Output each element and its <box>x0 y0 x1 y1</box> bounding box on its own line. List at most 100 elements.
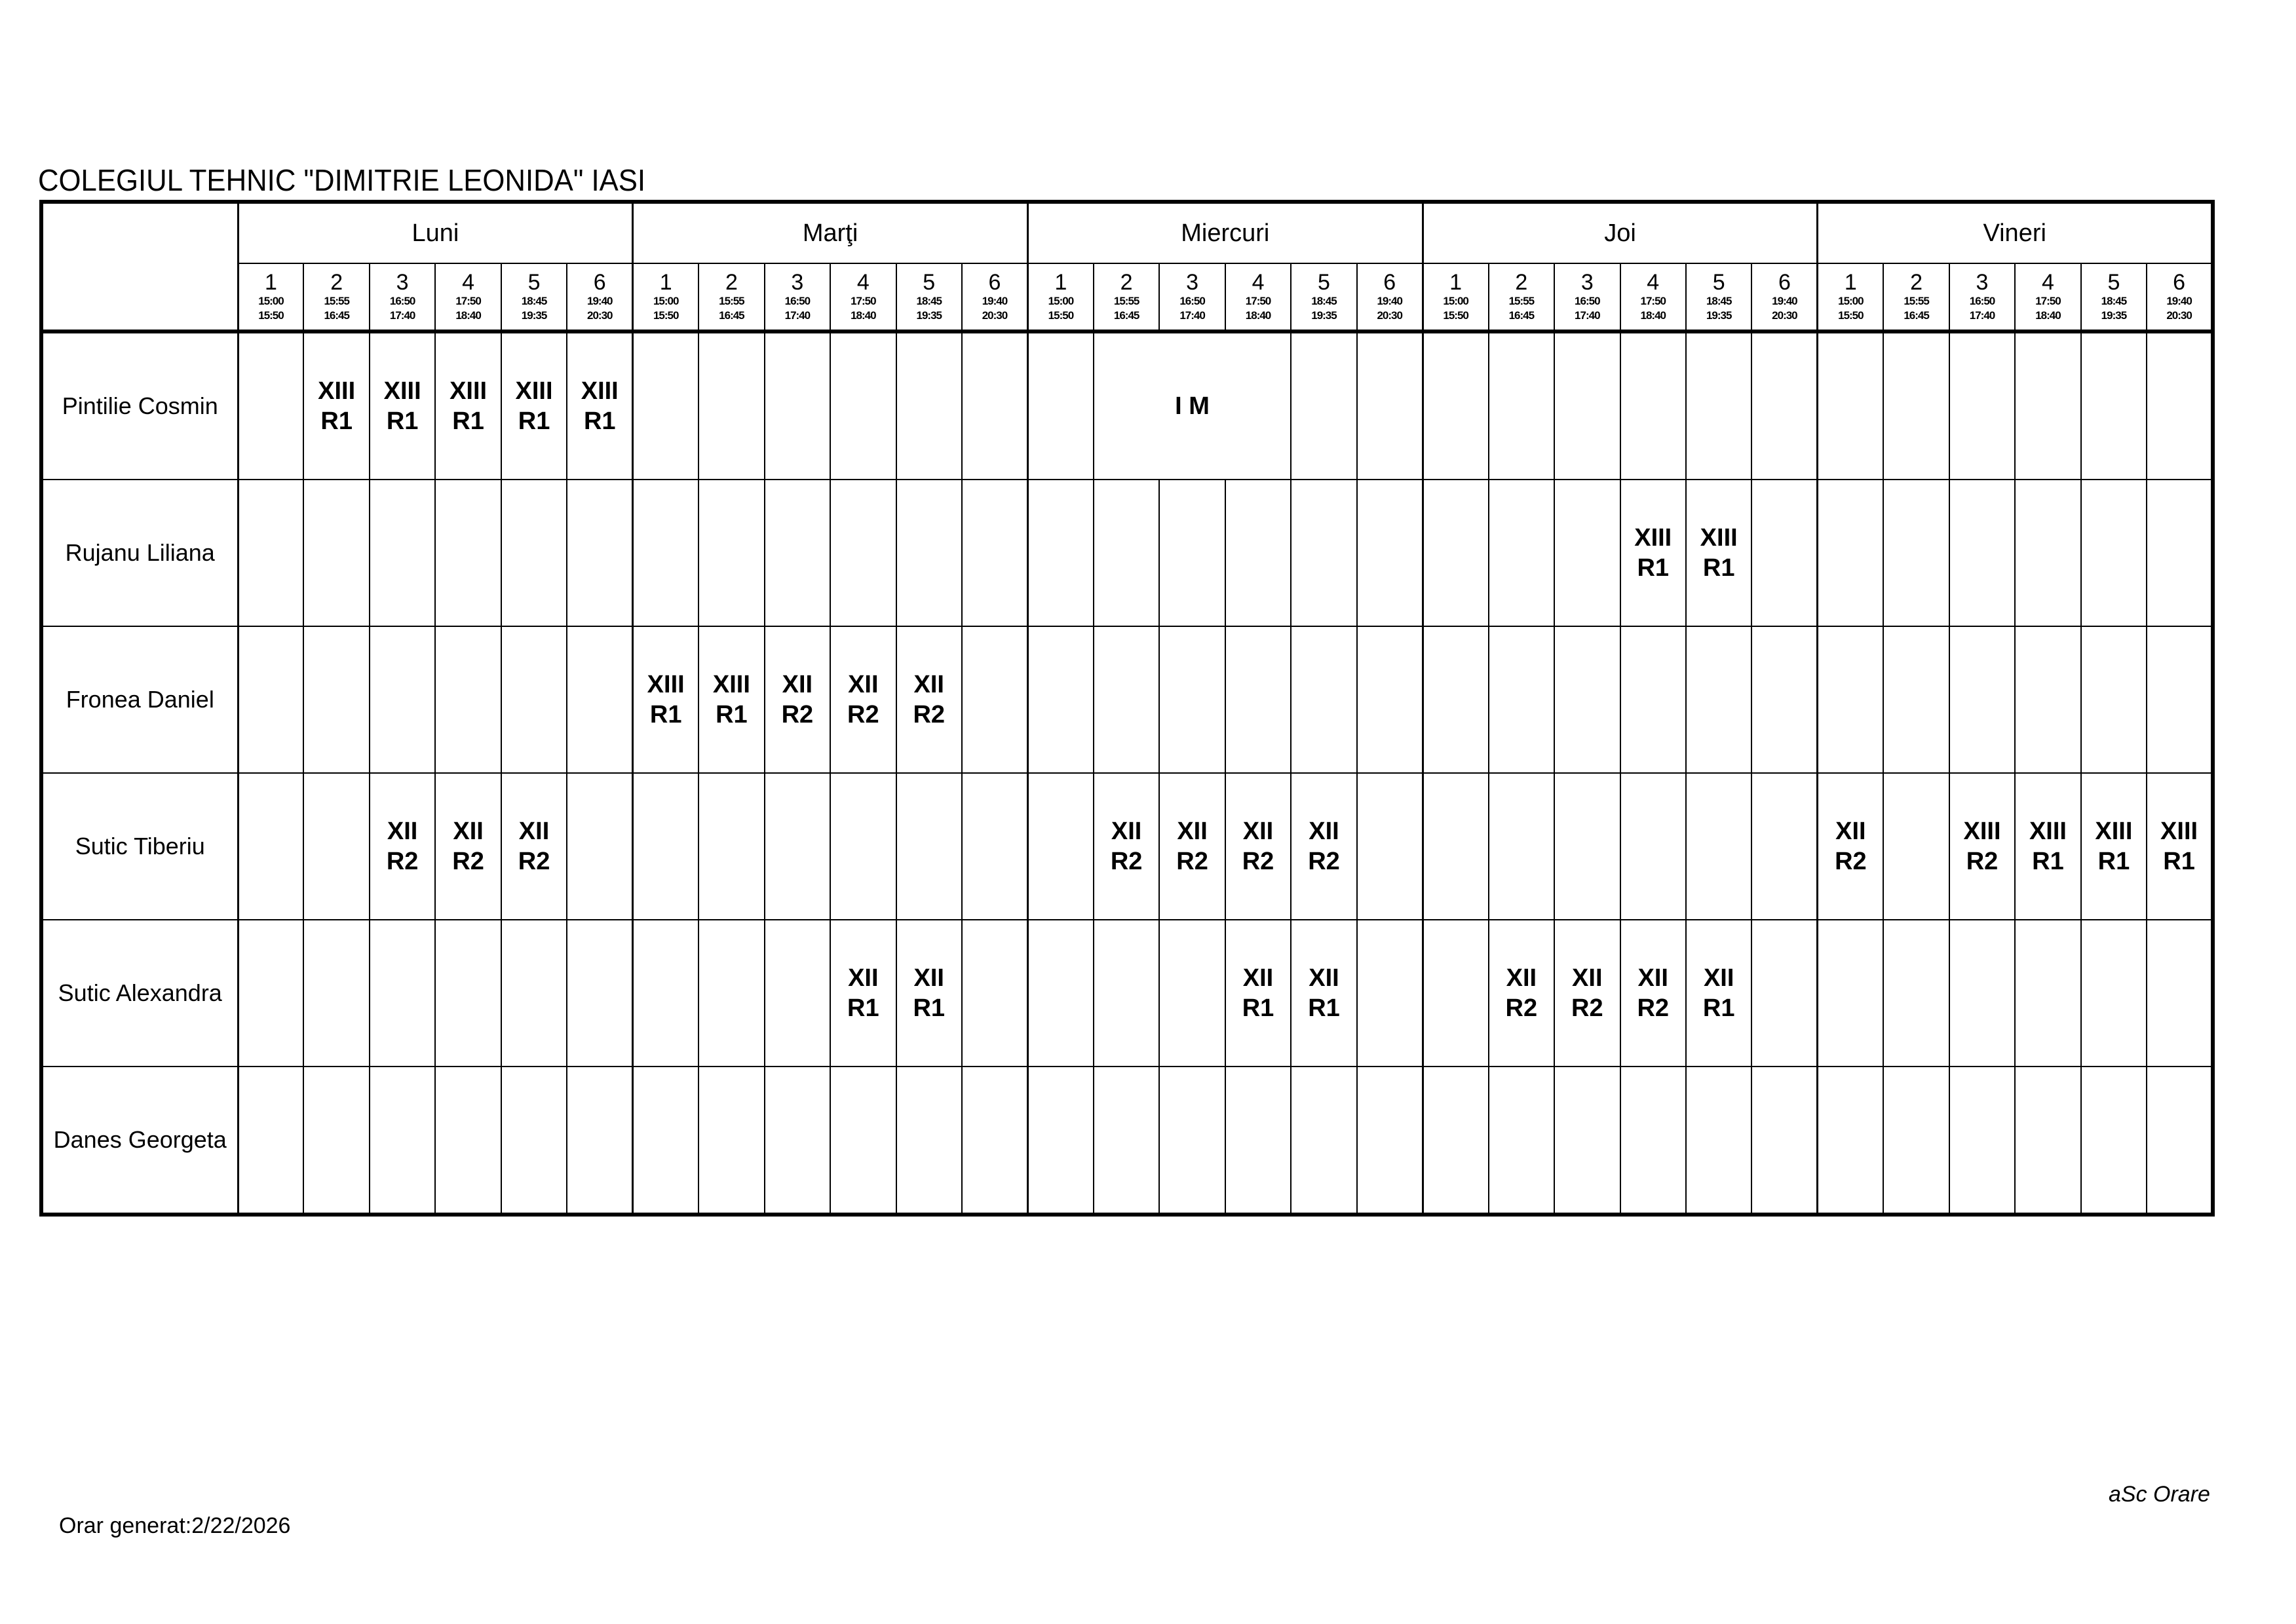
empty-cell[interactable] <box>830 331 897 480</box>
empty-cell[interactable] <box>1948 626 2016 774</box>
lesson-cell[interactable]: XIII R1 <box>698 626 765 774</box>
empty-cell[interactable] <box>632 919 700 1067</box>
empty-cell[interactable] <box>895 479 963 627</box>
empty-cell[interactable] <box>2080 919 2148 1067</box>
empty-cell[interactable] <box>1816 479 1885 627</box>
empty-cell[interactable] <box>763 919 832 1067</box>
empty-cell[interactable] <box>1224 1066 1292 1215</box>
lesson-cell[interactable]: XIII R1 <box>2080 772 2148 920</box>
lesson-cell[interactable]: XIII R1 <box>1685 479 1753 627</box>
empty-cell[interactable] <box>1356 772 1424 920</box>
empty-cell[interactable] <box>763 331 832 480</box>
empty-cell[interactable] <box>1421 772 1489 920</box>
lesson-cell[interactable]: XII R2 <box>830 626 897 774</box>
empty-cell[interactable] <box>2014 626 2082 774</box>
empty-cell[interactable] <box>1487 479 1556 627</box>
empty-cell[interactable] <box>434 479 502 627</box>
empty-cell[interactable] <box>961 331 1029 480</box>
lesson-cell[interactable]: XIII R1 <box>434 331 502 480</box>
lesson-cell[interactable]: XII R2 <box>1224 772 1292 920</box>
empty-cell[interactable] <box>1290 626 1358 774</box>
empty-cell[interactable] <box>237 1066 305 1215</box>
lesson-cell[interactable]: XII R1 <box>1290 919 1358 1067</box>
empty-cell[interactable] <box>1487 331 1556 480</box>
empty-cell[interactable] <box>1883 331 1950 480</box>
empty-cell[interactable] <box>2080 626 2148 774</box>
empty-cell[interactable] <box>500 1066 568 1215</box>
empty-cell[interactable] <box>763 1066 832 1215</box>
empty-cell[interactable] <box>1092 1066 1160 1215</box>
empty-cell[interactable] <box>2080 331 2148 480</box>
empty-cell[interactable] <box>1816 626 1885 774</box>
empty-cell[interactable] <box>566 626 634 774</box>
empty-cell[interactable] <box>1092 626 1160 774</box>
empty-cell[interactable] <box>1421 626 1489 774</box>
empty-cell[interactable] <box>434 919 502 1067</box>
empty-cell[interactable] <box>1816 919 1885 1067</box>
empty-cell[interactable] <box>237 331 305 480</box>
empty-cell[interactable] <box>698 1066 765 1215</box>
empty-cell[interactable] <box>1290 479 1358 627</box>
empty-cell[interactable] <box>1487 1066 1556 1215</box>
empty-cell[interactable] <box>763 479 832 627</box>
empty-cell[interactable] <box>1883 1066 1950 1215</box>
empty-cell[interactable] <box>237 479 305 627</box>
empty-cell[interactable] <box>1554 626 1621 774</box>
lesson-cell[interactable]: XII R2 <box>1290 772 1358 920</box>
empty-cell[interactable] <box>1619 331 1687 480</box>
empty-cell[interactable] <box>303 479 370 627</box>
lesson-cell[interactable]: XII R2 <box>763 626 832 774</box>
lesson-cell[interactable]: XII R2 <box>895 626 963 774</box>
empty-cell[interactable] <box>1751 1066 1818 1215</box>
empty-cell[interactable] <box>1092 919 1160 1067</box>
empty-cell[interactable] <box>1619 1066 1687 1215</box>
empty-cell[interactable] <box>1224 626 1292 774</box>
lesson-cell[interactable]: XII R1 <box>1224 919 1292 1067</box>
empty-cell[interactable] <box>1751 919 1818 1067</box>
empty-cell[interactable] <box>1948 919 2016 1067</box>
empty-cell[interactable] <box>368 626 436 774</box>
lesson-cell[interactable]: XIII R1 <box>566 331 634 480</box>
empty-cell[interactable] <box>1026 919 1094 1067</box>
lesson-cell[interactable]: XII R2 <box>1816 772 1885 920</box>
empty-cell[interactable] <box>1685 1066 1753 1215</box>
empty-cell[interactable] <box>1026 479 1094 627</box>
lesson-cell[interactable]: XIII R2 <box>1948 772 2016 920</box>
empty-cell[interactable] <box>632 1066 700 1215</box>
lesson-cell[interactable]: XII R2 <box>368 772 436 920</box>
empty-cell[interactable] <box>830 772 897 920</box>
empty-cell[interactable] <box>830 1066 897 1215</box>
empty-cell[interactable] <box>1092 479 1160 627</box>
empty-cell[interactable] <box>1685 772 1753 920</box>
empty-cell[interactable] <box>1158 626 1226 774</box>
empty-cell[interactable] <box>1158 1066 1226 1215</box>
empty-cell[interactable] <box>1751 626 1818 774</box>
empty-cell[interactable] <box>237 919 305 1067</box>
lesson-cell[interactable]: XIII R1 <box>1619 479 1687 627</box>
empty-cell[interactable] <box>237 772 305 920</box>
lesson-cell[interactable]: XIII R1 <box>632 626 700 774</box>
empty-cell[interactable] <box>1356 331 1424 480</box>
empty-cell[interactable] <box>1356 1066 1424 1215</box>
empty-cell[interactable] <box>1751 331 1818 480</box>
lesson-cell[interactable]: XII R2 <box>1619 919 1687 1067</box>
lesson-cell[interactable]: XIII R1 <box>2146 772 2213 920</box>
empty-cell[interactable] <box>303 772 370 920</box>
empty-cell[interactable] <box>698 331 765 480</box>
empty-cell[interactable] <box>368 919 436 1067</box>
empty-cell[interactable] <box>1816 331 1885 480</box>
empty-cell[interactable] <box>2014 479 2082 627</box>
empty-cell[interactable] <box>895 772 963 920</box>
lesson-cell[interactable]: XII R2 <box>1554 919 1621 1067</box>
lesson-cell[interactable]: XII R2 <box>1158 772 1226 920</box>
empty-cell[interactable] <box>961 772 1029 920</box>
lesson-cell[interactable]: XII R2 <box>1092 772 1160 920</box>
lesson-cell[interactable]: XII R1 <box>830 919 897 1067</box>
empty-cell[interactable] <box>566 919 634 1067</box>
empty-cell[interactable] <box>1619 772 1687 920</box>
empty-cell[interactable] <box>303 626 370 774</box>
empty-cell[interactable] <box>434 626 502 774</box>
lesson-cell[interactable]: XIII R1 <box>368 331 436 480</box>
empty-cell[interactable] <box>1421 331 1489 480</box>
empty-cell[interactable] <box>698 479 765 627</box>
